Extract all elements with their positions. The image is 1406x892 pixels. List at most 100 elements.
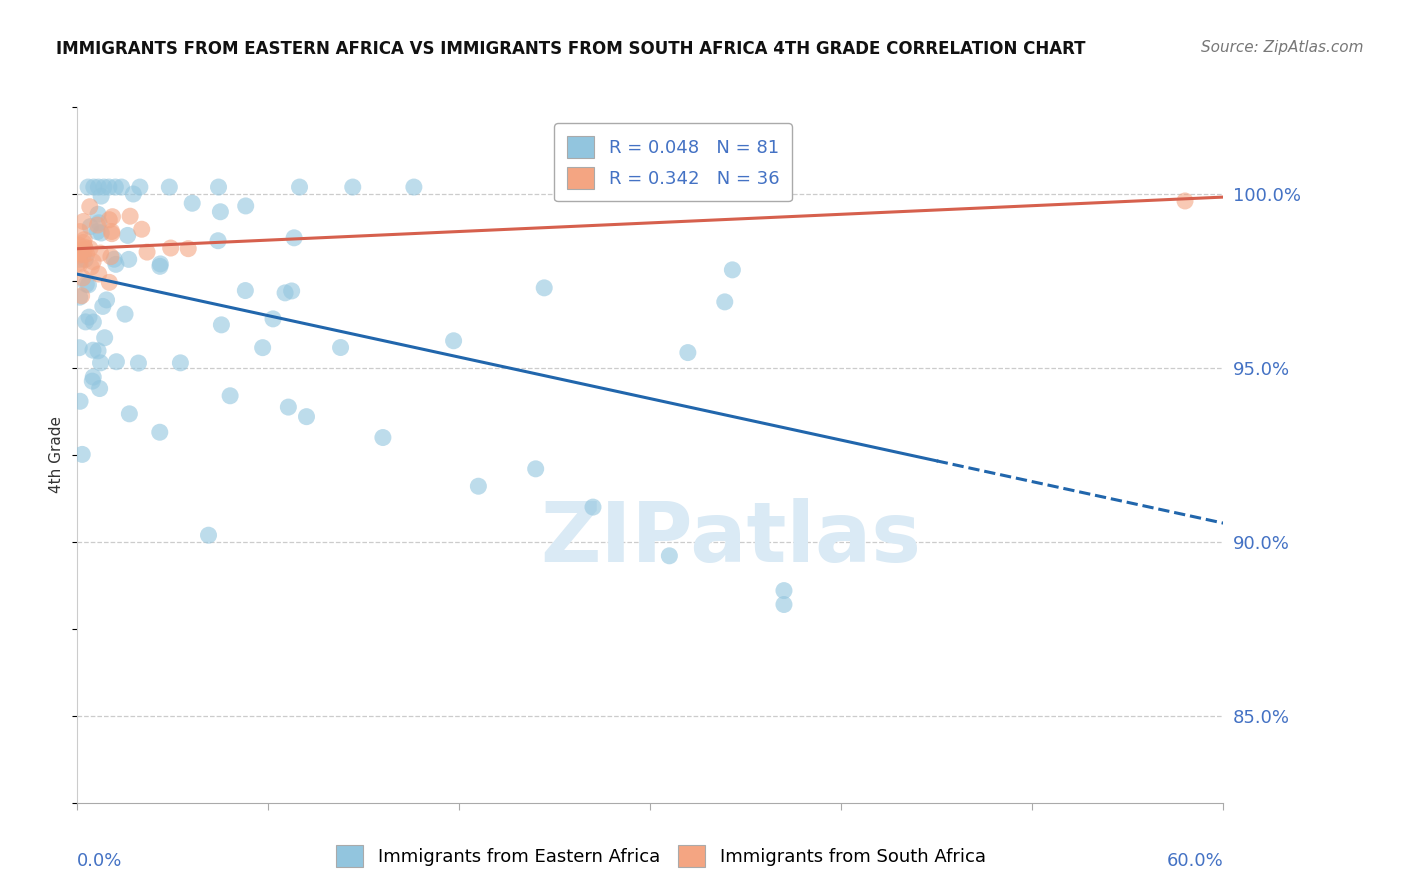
Point [773,583,796,598]
Point [79,200,101,214]
Point [67,238,90,252]
Point [329,341,352,355]
Point [91,300,114,314]
Point [67,255,90,269]
Point [127,356,149,370]
Text: 0.0%: 0.0% [77,852,122,870]
Point [118,252,141,267]
Point [100,225,122,239]
Point [87,267,110,281]
Point [67,245,90,260]
Text: Source: ZipAtlas.com: Source: ZipAtlas.com [1201,40,1364,55]
Point [342,180,364,194]
Point [75,252,97,267]
Point [72,235,94,250]
Point [157,180,180,194]
Point [90,189,112,203]
Point [274,285,297,300]
Point [98,212,121,227]
Point [582,500,605,515]
Point [219,389,242,403]
Point [73,240,96,254]
Point [524,462,547,476]
Point [181,196,204,211]
Point [69,257,91,271]
Point [207,180,229,194]
Point [443,334,465,348]
Text: IMMIGRANTS FROM EASTERN AFRICA VS IMMIGRANTS FROM SOUTH AFRICA 4TH GRADE CORRELA: IMMIGRANTS FROM EASTERN AFRICA VS IMMIGR… [56,40,1085,58]
Point [76,247,98,261]
Point [75,315,97,329]
Point [93,331,115,345]
Point [69,252,91,267]
Point [149,257,172,271]
Point [86,218,108,232]
Point [87,207,110,221]
Point [207,234,229,248]
Point [87,343,110,358]
Point [87,180,110,194]
Point [90,356,112,370]
Point [283,231,305,245]
Point [67,248,90,262]
Point [197,528,219,542]
Point [262,311,284,326]
Point [402,180,425,194]
Point [73,233,96,247]
Text: ZIPatlas: ZIPatlas [540,498,921,579]
Point [77,180,100,194]
Point [209,204,232,219]
Point [69,225,91,239]
Y-axis label: 4th Grade: 4th Grade [49,417,65,493]
Point [69,290,91,304]
Point [70,289,93,303]
Point [72,214,94,228]
Point [82,254,104,268]
Point [177,242,200,256]
Point [235,284,257,298]
Point [117,228,139,243]
Point [79,242,101,256]
Point [149,260,172,274]
Point [72,271,94,285]
Point [169,356,191,370]
Point [277,400,299,414]
Point [128,180,150,194]
Point [149,425,172,440]
Point [295,409,318,424]
Point [105,355,128,369]
Point [658,549,681,563]
Point [122,186,145,201]
Point [67,245,90,260]
Point [69,394,91,409]
Point [97,180,120,194]
Point [93,180,115,194]
Point [159,241,181,255]
Point [80,260,103,274]
Point [103,252,125,267]
Point [136,245,159,260]
Point [82,343,104,358]
Point [70,447,93,461]
Point [87,216,110,230]
Point [235,199,257,213]
Point [104,180,127,194]
Point [713,294,735,309]
Point [114,307,136,321]
Point [83,180,105,194]
Point [1174,194,1197,208]
Point [72,244,94,258]
Point [72,248,94,262]
Point [77,277,100,292]
Point [104,257,127,271]
Point [89,382,111,396]
Point [673,180,696,194]
Point [101,210,124,224]
Point [75,277,97,292]
Point [82,374,104,388]
Point [75,242,97,256]
Point [533,281,555,295]
Point [77,310,100,325]
Point [98,276,121,290]
Point [252,341,274,355]
